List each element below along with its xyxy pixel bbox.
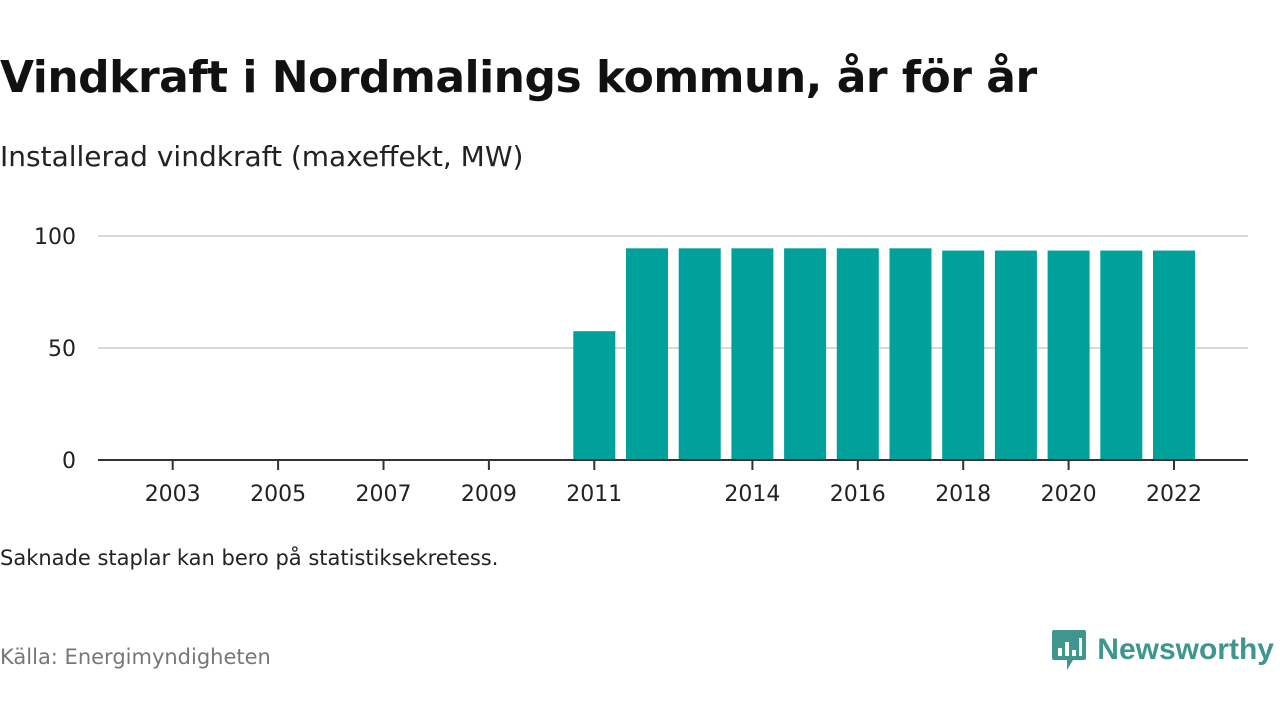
newsworthy-logo-icon [1052,630,1087,670]
bar-chart: 0 50 100 2003 2005 2007 2009 2011 2014 2016 2018 20… [34,225,1248,507]
bar [1047,250,1090,460]
bar [994,250,1037,460]
bar [889,248,932,460]
x-tick-label: 2003 [145,482,201,507]
x-tick-label: 2018 [935,482,991,507]
x-tick-label: 2016 [830,482,886,507]
brand-name: Newsworthy [1097,633,1274,666]
bar [784,248,827,460]
x-tick-label: 2007 [356,482,412,507]
footnote: Saknade staplar kan bero på statistiksek… [0,546,499,570]
brand-logo: Newsworthy [1051,628,1274,672]
bar [573,331,616,460]
x-tick-label: 2005 [250,482,306,507]
chart-title: Vindkraft i Nordmalings kommun, år för å… [0,52,1037,103]
bar [626,248,668,460]
x-tick-label: 2020 [1041,482,1097,507]
x-tick-label: 2022 [1146,482,1202,507]
bar [1153,250,1195,460]
x-tick-label: 2014 [724,482,780,507]
y-tick-label: 0 [62,449,76,474]
x-tick-label: 2011 [566,482,622,507]
chart-subtitle: Installerad vindkraft (maxeffekt, MW) [0,140,524,173]
bar [1100,250,1143,460]
bar [942,250,985,460]
y-tick-label: 50 [48,337,76,362]
bar [678,248,721,460]
y-tick-label: 100 [34,225,76,250]
bar [731,248,774,460]
source-credit: Källa: Energimyndigheten [0,645,271,669]
bar [836,248,879,460]
x-tick-label: 2009 [461,482,517,507]
